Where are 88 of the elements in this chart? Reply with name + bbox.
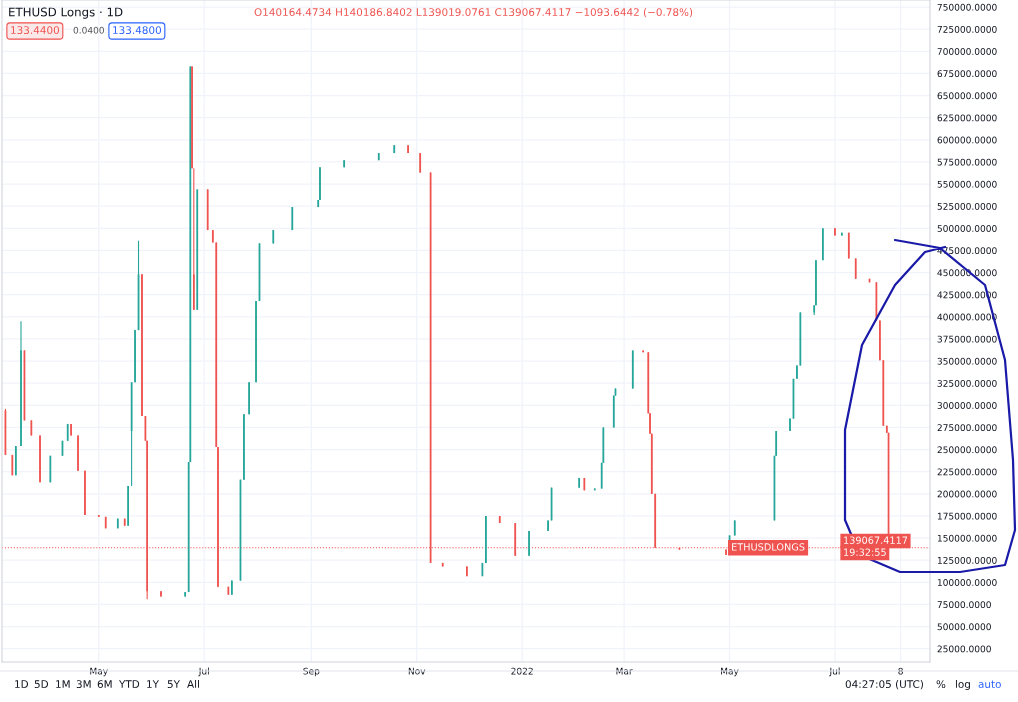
candlestick xyxy=(20,320,22,447)
candlestick xyxy=(773,455,776,521)
candlestick xyxy=(248,381,250,415)
candlestick xyxy=(160,590,162,598)
candlestick xyxy=(319,166,321,201)
candlestick xyxy=(243,413,245,481)
y-tick-label: 300000.0000 xyxy=(937,402,997,409)
candlestick xyxy=(815,259,817,306)
x-tick-label: May xyxy=(90,667,108,677)
annotation: 19:32:55 xyxy=(844,548,886,556)
x-tick-label: May xyxy=(721,667,739,677)
text: log xyxy=(955,679,970,691)
y-tick-label: 600000.0000 xyxy=(937,136,997,144)
candlestick xyxy=(84,470,86,516)
candlestick xyxy=(419,152,422,174)
y-tick-label: 75000.0000 xyxy=(937,601,991,609)
text: 04:27:05 (UTC) xyxy=(845,679,923,690)
candlestick xyxy=(230,580,233,596)
candlestick xyxy=(255,300,257,383)
y-tick-label: 125000.0000 xyxy=(937,556,997,564)
candlestick xyxy=(854,257,857,280)
candlestick xyxy=(485,515,487,564)
y-tick-label: 675000.0000 xyxy=(937,70,997,78)
candlestick xyxy=(868,278,871,283)
candlestick xyxy=(70,423,72,436)
candlestick xyxy=(466,565,468,577)
candlestick xyxy=(789,418,791,432)
text: % xyxy=(936,680,946,689)
y-tick-label: 175000.0000 xyxy=(937,512,997,520)
candlestick xyxy=(879,319,881,361)
y-tick-label: 25000.0000 xyxy=(937,645,991,653)
candlestick xyxy=(821,227,824,261)
y-tick-label: 150000.0000 xyxy=(937,534,997,542)
text: auto xyxy=(978,680,1001,689)
candlestick xyxy=(841,232,843,236)
candlestick xyxy=(39,434,41,483)
candlestick xyxy=(642,349,644,353)
text: 5Y xyxy=(167,680,181,689)
y-tick-label: 625000.0000 xyxy=(937,114,997,122)
x-tick-label: Sep xyxy=(303,667,320,677)
text: 1D xyxy=(15,680,29,688)
x-tick-label: Mar xyxy=(616,667,633,675)
y-tick-label: 100000.0000 xyxy=(937,579,997,586)
annotation: 0.0400 xyxy=(73,26,104,34)
annotation: 133.4800 xyxy=(113,26,162,35)
text: O140164.4734 H140186.8402 L139019.0761 C139067.4117 −1093.6442 (−0.78%) xyxy=(254,7,693,18)
y-tick-label: 725000.0000 xyxy=(937,25,997,33)
ref-line-label: ETHUSDLONGS xyxy=(732,543,805,551)
y-tick-label: 700000.0000 xyxy=(937,48,997,55)
candlestick xyxy=(141,273,143,417)
y-tick-label: 350000.0000 xyxy=(937,357,997,365)
candlestick xyxy=(547,519,549,532)
y-tick-label: 375000.0000 xyxy=(937,335,997,343)
text: 6M xyxy=(97,680,112,689)
candlestick xyxy=(127,485,130,527)
annotation: 133.4400 xyxy=(11,26,60,35)
y-tick-label: 500000.0000 xyxy=(937,225,997,232)
x-tick-label: 8 xyxy=(898,667,903,675)
y-tick-label: 250000.0000 xyxy=(937,446,997,454)
y-tick-label: 200000.0000 xyxy=(937,490,997,498)
x-tick-label: 2022 xyxy=(511,667,533,675)
candlestick xyxy=(528,530,530,557)
text: 1Y xyxy=(147,680,160,688)
candlestick xyxy=(191,65,193,169)
text: 5D xyxy=(34,680,49,689)
y-tick-label: 325000.0000 xyxy=(937,379,997,387)
candlestick xyxy=(834,227,836,236)
y-tick-label: 50000.0000 xyxy=(937,623,991,631)
candlestick xyxy=(796,364,798,380)
candlestick xyxy=(134,329,136,383)
y-tick-label: 550000.0000 xyxy=(937,180,997,188)
y-tick-label: 225000.0000 xyxy=(937,468,997,476)
text: All xyxy=(187,679,199,688)
text: 3M xyxy=(76,680,91,689)
candlestick xyxy=(77,434,79,472)
text: ETHUSD Longs · 1D xyxy=(9,7,123,19)
x-tick-label: Nov xyxy=(408,667,426,675)
y-tick-label: 750000.0000 xyxy=(937,3,997,11)
y-tick-label: 275000.0000 xyxy=(937,424,997,432)
y-tick-label: 525000.0000 xyxy=(937,202,997,210)
x-tick-label: Jul xyxy=(198,667,209,677)
x-tick-label: Jul xyxy=(829,667,840,677)
text: 1M xyxy=(56,680,70,688)
y-tick-label: 650000.0000 xyxy=(937,92,997,100)
y-tick-label: 575000.0000 xyxy=(937,158,997,166)
text: YTD xyxy=(118,680,140,688)
candlestick xyxy=(407,144,409,154)
annotation: 139067.4117 xyxy=(844,536,908,544)
